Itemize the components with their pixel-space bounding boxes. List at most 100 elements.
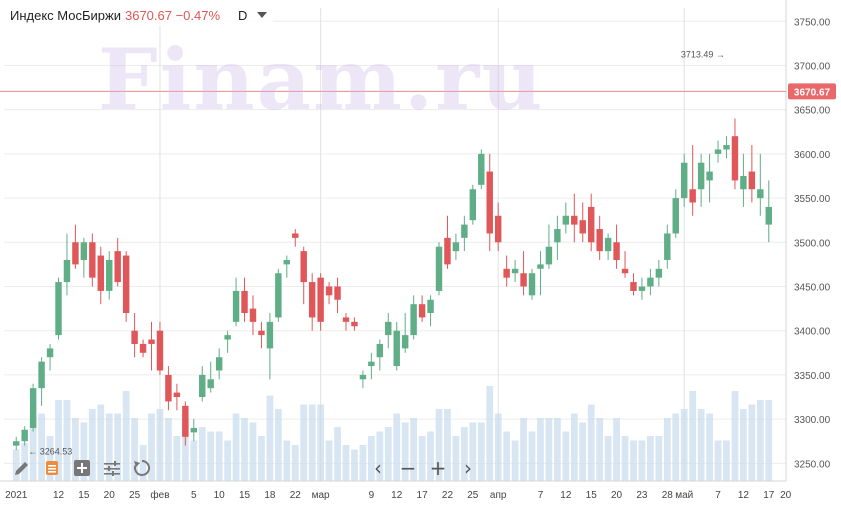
- min-price-label: ← 3264.53: [28, 446, 72, 456]
- volume-bar: [613, 418, 620, 481]
- candle-body: [740, 175, 747, 190]
- candle-body: [46, 348, 54, 358]
- candle-body: [511, 268, 519, 274]
- y-tick-label: 3500.00: [794, 238, 831, 249]
- volume-bar: [308, 404, 316, 481]
- candle-body: [664, 233, 671, 260]
- candle-body: [410, 304, 417, 336]
- volume-bar: [342, 445, 350, 481]
- sliders-icon[interactable]: [100, 456, 124, 480]
- candle-body: [317, 277, 324, 322]
- volume-bar: [105, 413, 113, 481]
- volume-bar: [655, 436, 663, 481]
- chevron-down-icon[interactable]: [257, 12, 268, 18]
- volume-bar: [630, 440, 637, 481]
- candle-body: [757, 189, 764, 199]
- volume-bar: [731, 391, 739, 481]
- chevron-left-icon[interactable]: ‹: [374, 456, 382, 480]
- candle-body: [300, 251, 307, 283]
- x-tick-label: 12: [738, 490, 750, 501]
- volume-bar: [697, 409, 705, 481]
- volume-bar: [384, 427, 392, 481]
- add-chart-icon[interactable]: [70, 456, 94, 480]
- candle-body: [182, 405, 189, 437]
- x-tick-label: 15: [239, 490, 251, 501]
- volume-bar: [427, 431, 434, 481]
- volume-bar: [72, 418, 79, 481]
- y-tick-label: 3450.00: [794, 282, 831, 293]
- volume-bar: [393, 413, 401, 481]
- rotate-icon[interactable]: [130, 456, 154, 480]
- volume-bar: [545, 418, 553, 481]
- volume-bar: [604, 436, 612, 481]
- volume-bar: [241, 418, 248, 481]
- candle-body: [114, 251, 121, 283]
- chart-navigation: ‹ − + ›: [366, 456, 480, 480]
- volume-bar: [232, 413, 240, 481]
- candle-body: [587, 206, 595, 243]
- volume-bar: [418, 436, 426, 481]
- x-tick-label: мар: [312, 490, 330, 501]
- x-tick-label: 20: [104, 490, 116, 501]
- volume-bar: [173, 436, 181, 481]
- x-tick-label: 10: [214, 490, 226, 501]
- candle-body: [765, 206, 772, 225]
- candle-body: [13, 441, 20, 446]
- volume-bar: [714, 440, 722, 481]
- candle-body: [376, 343, 384, 358]
- volume-bar: [511, 440, 519, 481]
- volume-bar: [638, 440, 646, 481]
- volume-bar: [663, 418, 671, 481]
- candle-body: [190, 427, 198, 433]
- candle-body: [283, 259, 291, 265]
- candle-body: [215, 357, 223, 371]
- candle-body: [706, 171, 713, 181]
- volume-bar: [325, 440, 333, 481]
- candle-body: [148, 339, 155, 344]
- last-price-label: 3670.67: [794, 87, 831, 98]
- list-icon[interactable]: [40, 456, 64, 480]
- volume-bar: [621, 436, 629, 481]
- candle-body: [435, 246, 443, 291]
- candle-body: [562, 215, 570, 225]
- volume-bars: [12, 386, 773, 481]
- price-change: 3670.67 −0.47%: [124, 7, 221, 23]
- volume-bar: [165, 418, 172, 481]
- candle-body: [97, 255, 104, 291]
- candle-body: [63, 259, 71, 283]
- drawing-toolbar: [10, 456, 154, 480]
- candle-body: [537, 264, 544, 269]
- x-tick-label: 15: [586, 490, 598, 501]
- volume-bar: [706, 413, 713, 481]
- volume-bar: [367, 436, 375, 481]
- volume-bar: [680, 409, 688, 481]
- y-axis: 3250.00 3300.00 3350.00 3400.00 3450.00 3500.…: [785, 0, 831, 481]
- volume-bar: [334, 427, 341, 481]
- candle-body: [401, 335, 409, 349]
- candle-body: [368, 361, 375, 367]
- x-axis: 2021 12 15 20 25 фев 5 10 15 18 22 мар 9 12 17 22 25 апр 7…: [0, 480, 792, 501]
- candle-body: [334, 286, 341, 300]
- candle-body: [638, 286, 646, 291]
- volume-bar: [520, 418, 527, 481]
- instrument-header[interactable]: Индекс МосБиржи 3670.67 −0.47% D: [4, 4, 274, 26]
- volume-bar: [190, 440, 198, 481]
- y-tick-label: 3350.00: [794, 371, 831, 382]
- chevron-right-icon[interactable]: ›: [464, 456, 472, 480]
- volume-bar: [38, 413, 45, 481]
- y-tick-label: 3600.00: [794, 150, 831, 161]
- candle-body: [342, 317, 350, 322]
- volume-bar: [537, 418, 544, 481]
- pencil-icon[interactable]: [10, 456, 34, 480]
- volume-bar: [207, 431, 215, 481]
- plus-icon[interactable]: +: [429, 456, 447, 480]
- last-price-tag: [788, 83, 836, 100]
- volume-bar: [579, 422, 587, 481]
- candle-body: [418, 304, 426, 318]
- candle-body: [469, 189, 477, 221]
- volume-bar: [562, 431, 570, 481]
- timeframe-label[interactable]: D: [238, 7, 248, 23]
- candle-body: [545, 246, 553, 265]
- minus-icon[interactable]: −: [399, 456, 417, 480]
